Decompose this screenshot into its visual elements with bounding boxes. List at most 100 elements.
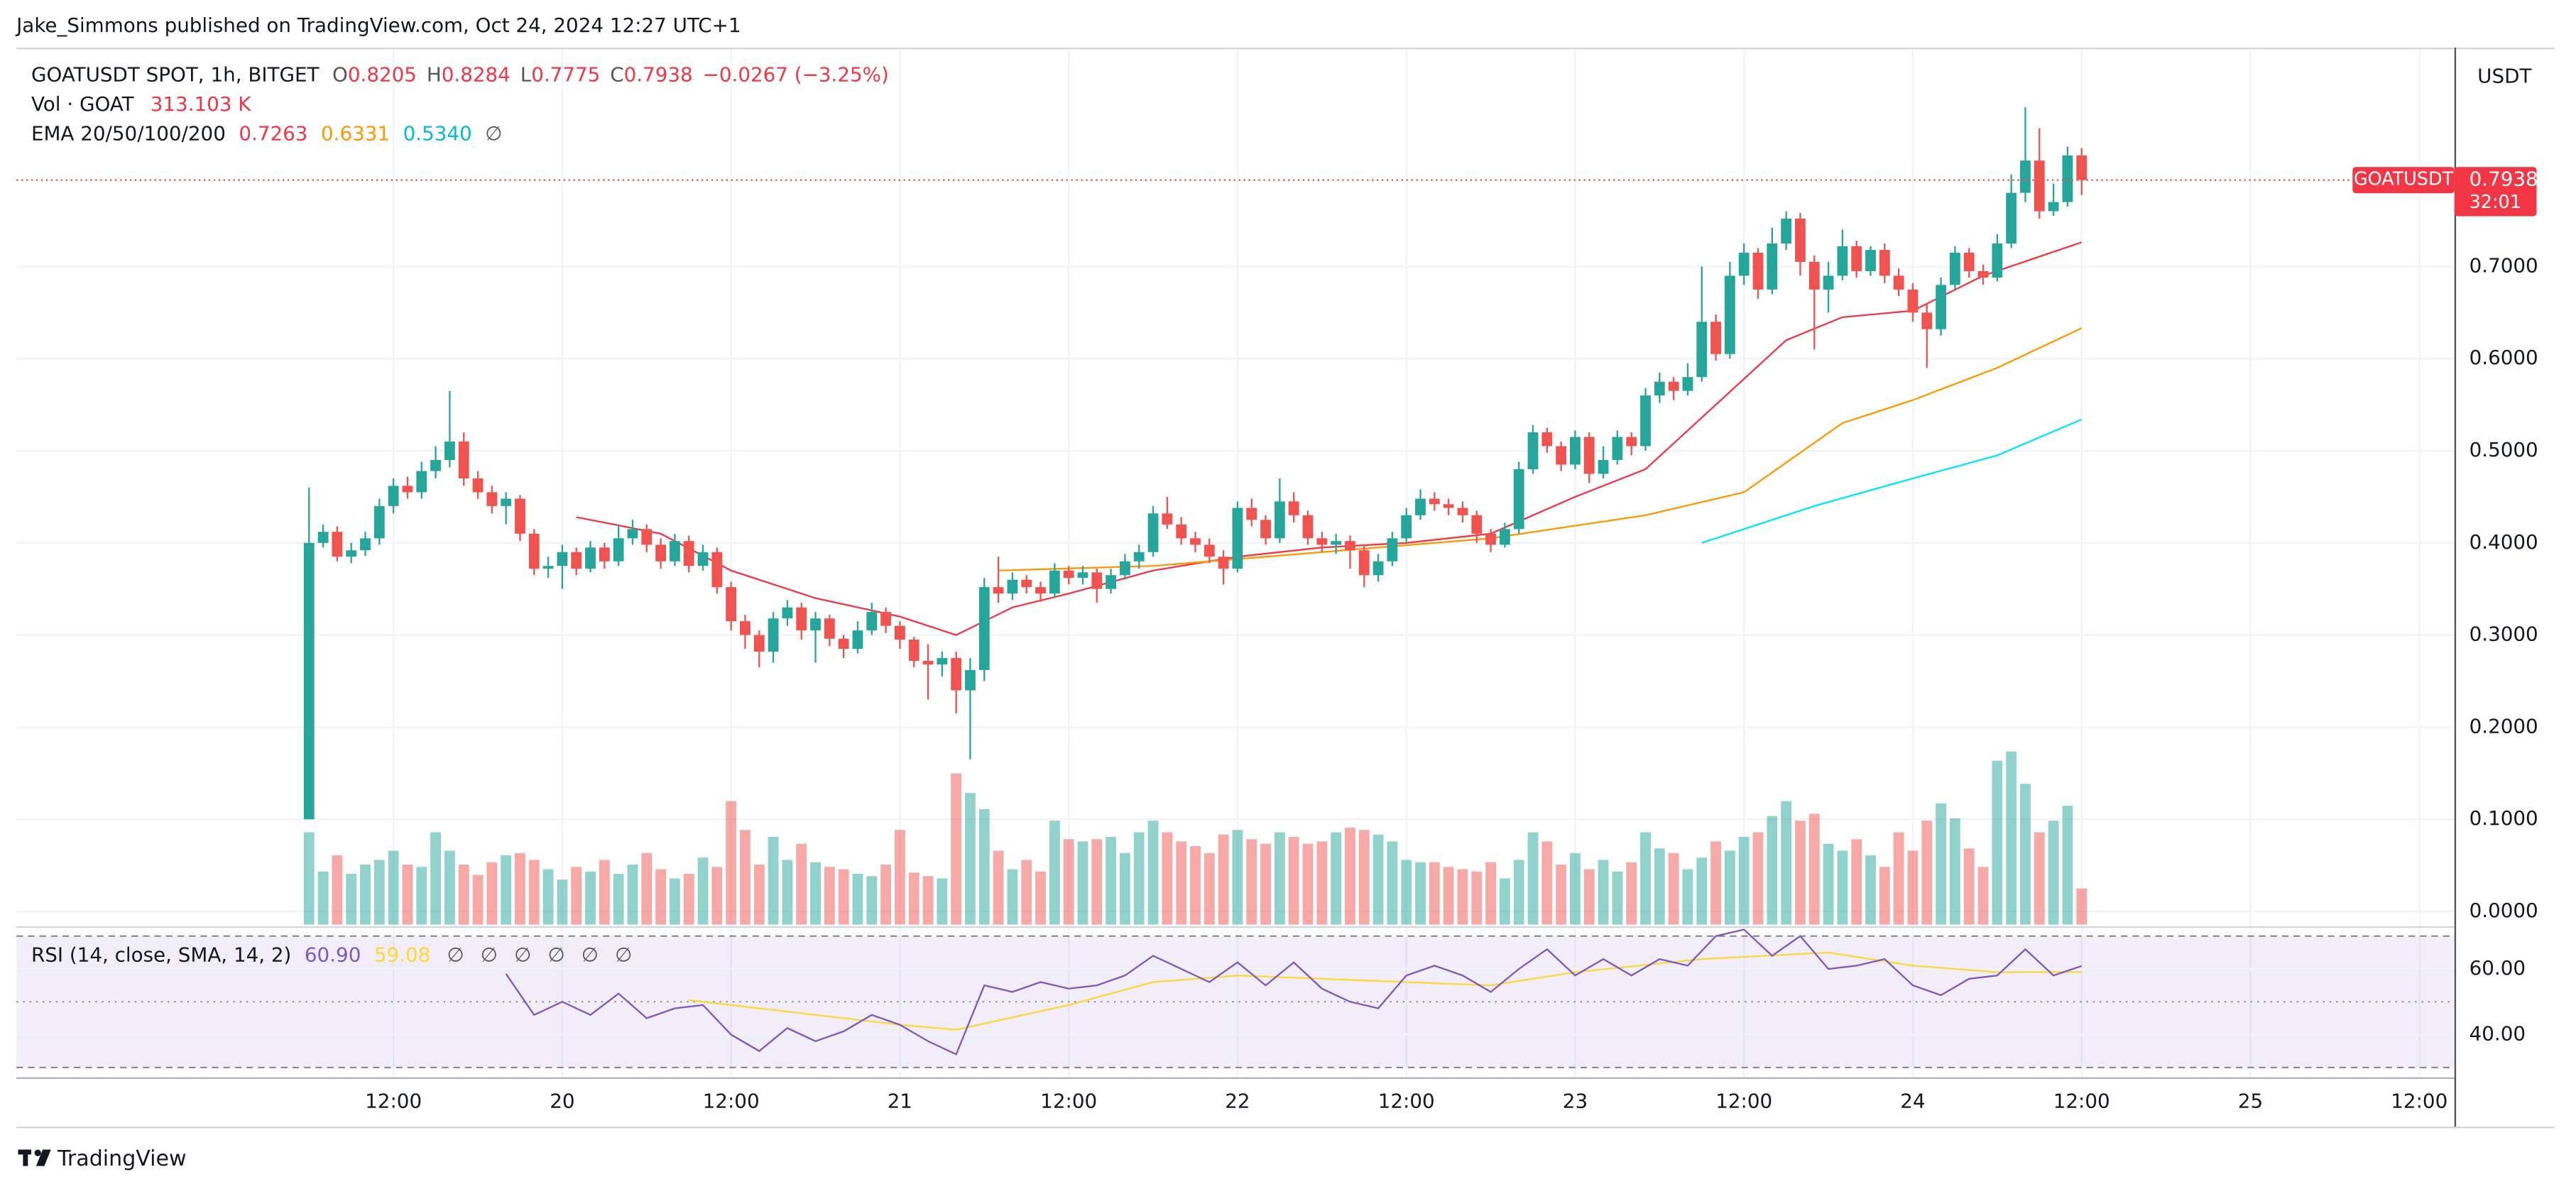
candle-body	[373, 505, 385, 539]
y-tick-label: 60.00	[2469, 956, 2526, 980]
volume-bar	[542, 869, 554, 925]
volume-bar	[1977, 867, 1989, 925]
rsi-empty: ∅	[582, 943, 599, 966]
volume-bar	[1106, 836, 1117, 925]
volume-bar	[880, 864, 892, 925]
y-tick-label: 0.7000	[2469, 253, 2538, 277]
candle-body	[571, 552, 582, 569]
candle-body	[317, 532, 329, 543]
volume-bar	[1204, 853, 1215, 925]
x-tick-label: 25	[2238, 1089, 2263, 1112]
candle-body	[965, 669, 976, 691]
candle-body	[740, 621, 751, 635]
volume-bar	[515, 853, 525, 925]
volume-bar	[1668, 853, 1679, 925]
countdown: 32:01	[2469, 192, 2521, 213]
volume-bar	[317, 871, 329, 925]
volume-bar	[1358, 830, 1370, 925]
volume-bar	[1429, 862, 1440, 925]
volume-bar	[1781, 801, 1792, 925]
volume-bar	[1682, 869, 1693, 925]
candle-body	[1035, 587, 1046, 594]
candle-body	[866, 612, 878, 631]
candle-body	[1387, 538, 1398, 561]
candle-body	[697, 552, 709, 566]
volume-bar	[2006, 751, 2017, 925]
symbol-title: GOATUSDT SPOT, 1h, BITGET	[31, 62, 320, 86]
volume-bar	[1260, 843, 1271, 925]
ema-value: 0.6331	[321, 122, 390, 146]
x-tick-label: 12:00	[2053, 1089, 2110, 1112]
candle-body	[1471, 515, 1483, 534]
candle-body	[332, 532, 343, 557]
symbol-tag-label: GOATUSDT	[2354, 169, 2454, 190]
candle-body	[1288, 501, 1299, 515]
candle-body	[1696, 322, 1708, 378]
candle-body	[1133, 552, 1145, 561]
logo-part	[34, 1149, 41, 1156]
volume-bar	[1696, 857, 1708, 925]
ema-line	[1701, 418, 2083, 544]
candle-body	[993, 587, 1004, 594]
volume-name: Vol · GOAT	[31, 92, 135, 116]
volume-bar	[1513, 860, 1524, 925]
volume-bar	[922, 876, 934, 925]
volume-bar	[768, 836, 779, 925]
volume-bar	[978, 809, 990, 925]
volume-bar	[2048, 821, 2059, 925]
volume-bar	[1710, 841, 1721, 925]
ema-value: 0.7263	[239, 122, 307, 146]
volume-bar	[1162, 832, 1173, 925]
candle-body	[922, 660, 934, 665]
low-value: 0.7775	[531, 62, 600, 86]
volume-bar	[1218, 834, 1229, 925]
candle-body	[726, 587, 737, 622]
volume-bar	[1457, 869, 1468, 925]
volume-bar	[965, 793, 976, 925]
candle-body	[1274, 501, 1285, 539]
volume-bar	[1527, 832, 1539, 925]
volume-bar	[1654, 848, 1665, 925]
volume-bar	[1936, 803, 1946, 925]
volume-bar	[1415, 862, 1426, 925]
candle-body	[951, 658, 962, 691]
brand: TradingView	[57, 1146, 187, 1171]
logo-part	[36, 1149, 51, 1166]
volume-bar	[1063, 839, 1074, 925]
volume-bar	[613, 873, 624, 925]
candle-body	[1682, 377, 1693, 391]
volume-bar	[1471, 871, 1483, 925]
volume-bar	[1443, 867, 1454, 925]
candle-body	[1345, 541, 1355, 551]
candle-body	[458, 442, 469, 478]
y-tick-label: 0.3000	[2469, 623, 2538, 646]
candle-body	[1106, 575, 1117, 589]
symbol-tag	[2352, 167, 2455, 194]
volume-bar	[402, 864, 413, 925]
x-tick-label: 12:00	[1040, 1089, 1097, 1112]
candle-body	[2076, 155, 2087, 180]
x-tick-label: 12:00	[1715, 1089, 1772, 1112]
volume-bar	[388, 850, 399, 925]
candle-body	[1767, 243, 1778, 290]
y-tick-label: 0.4000	[2469, 530, 2538, 554]
plot-area	[16, 49, 2455, 1078]
volume-bar	[458, 864, 469, 925]
candle-body	[1358, 550, 1370, 576]
volume-bar	[1724, 850, 1735, 925]
candle-body	[838, 638, 849, 650]
candle-body	[1091, 572, 1103, 589]
volume-bar	[1556, 864, 1567, 925]
rsi-empty: ∅	[514, 943, 531, 966]
volume-bar	[1091, 839, 1103, 925]
volume-bar	[1288, 836, 1299, 925]
volume-bar	[1626, 862, 1637, 925]
volume-bar	[1851, 839, 1862, 925]
candle-body	[1401, 515, 1412, 539]
volume-bar	[416, 867, 427, 925]
candle-body	[585, 547, 596, 569]
volume-bar	[1331, 832, 1342, 925]
volume-bar	[838, 869, 849, 925]
attribution: Jake_Simmons published on TradingView.co…	[15, 13, 741, 37]
